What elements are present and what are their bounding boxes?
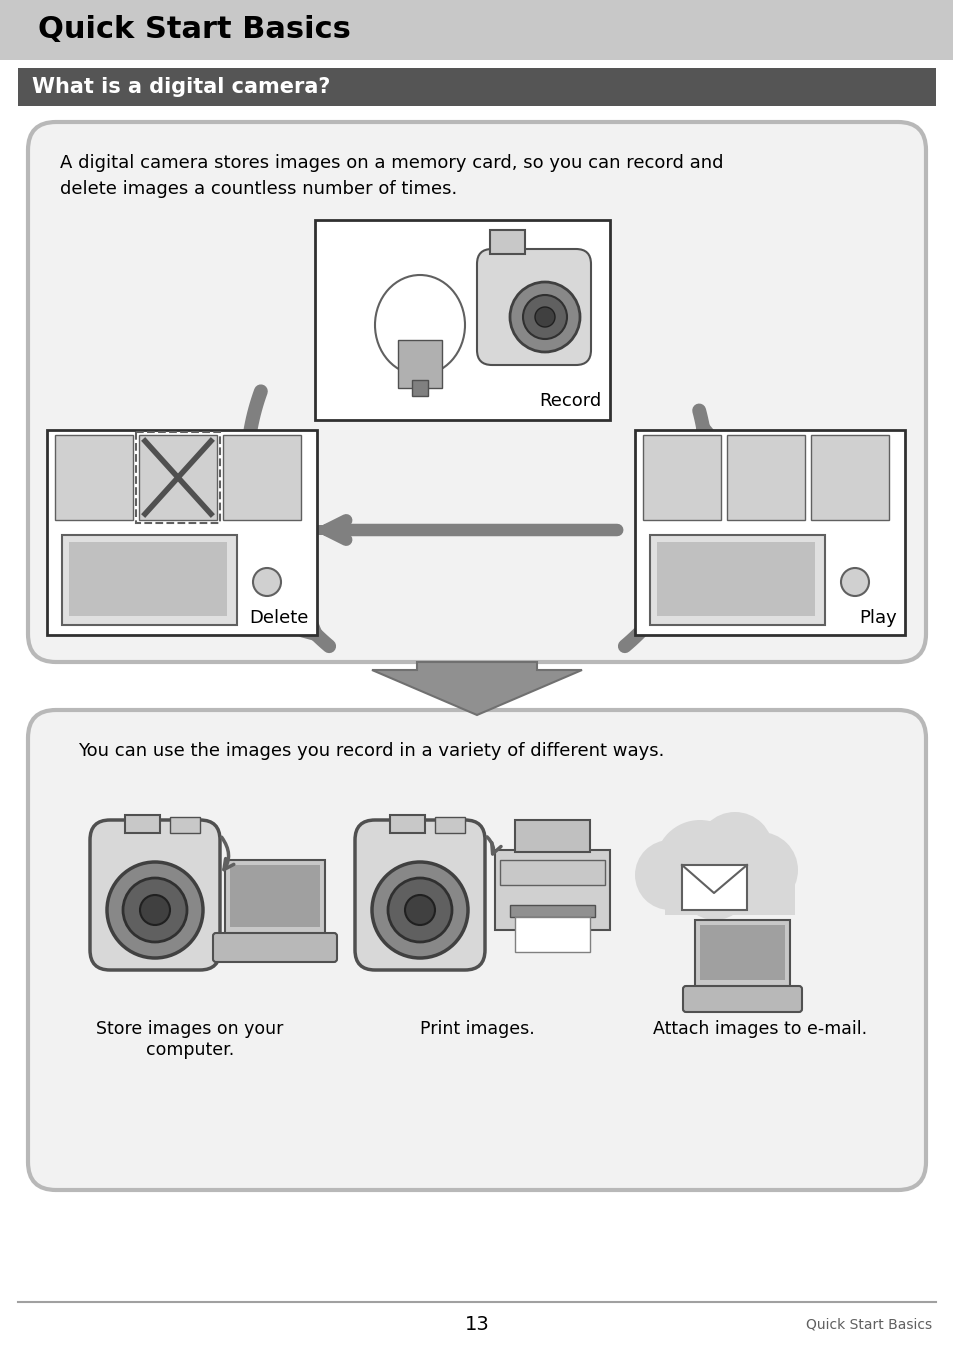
Circle shape [510,282,579,351]
Circle shape [841,569,868,596]
Bar [62,535,236,626]
Bar [664,870,794,915]
Bar [681,864,746,911]
Text: You can use the images you record in a variety of different ways.: You can use the images you record in a v… [78,742,663,760]
Text: Quick Start Basics: Quick Start Basics [805,1318,931,1331]
Bar [700,925,784,980]
Bar [310,525,619,535]
Text: Record: Record [539,392,601,410]
Circle shape [405,896,435,925]
Bar [397,341,441,388]
Bar [499,860,604,885]
Circle shape [535,307,555,327]
Bar [515,820,589,852]
Circle shape [372,862,468,958]
Circle shape [107,862,203,958]
Circle shape [655,820,744,911]
Text: Store images on your
computer.: Store images on your computer. [96,1020,283,1058]
Bar [230,864,319,927]
Bar [695,920,789,988]
Text: Quick Start Basics: Quick Start Basics [38,15,351,45]
Bar [139,436,216,520]
Bar [412,380,428,396]
FancyBboxPatch shape [213,934,336,962]
Circle shape [253,569,281,596]
FancyBboxPatch shape [28,710,925,1190]
Bar [490,229,524,254]
Bar [55,436,132,520]
Bar [314,220,609,421]
Text: Print images.: Print images. [419,1020,534,1038]
Text: Play: Play [859,609,896,627]
FancyBboxPatch shape [28,122,925,662]
Bar [125,816,160,833]
Bar [18,68,935,106]
Bar [515,917,589,953]
Text: Delete: Delete [250,609,309,627]
Text: What is a digital camera?: What is a digital camera? [32,77,330,96]
Bar [225,860,325,935]
Text: Attach images to e-mail.: Attach images to e-mail. [652,1020,866,1038]
FancyBboxPatch shape [90,820,220,970]
Bar [170,817,200,833]
Bar [223,436,301,520]
Bar [69,541,227,616]
Bar [642,436,720,520]
Text: A digital camera stores images on a memory card, so you can record and
delete im: A digital camera stores images on a memo… [60,153,722,198]
Bar [726,436,804,520]
Bar [657,541,814,616]
Bar [136,432,220,522]
Bar [810,436,888,520]
Circle shape [140,896,170,925]
Polygon shape [372,662,581,715]
FancyBboxPatch shape [355,820,484,970]
Text: 13: 13 [464,1315,489,1334]
FancyBboxPatch shape [476,248,590,365]
Bar [495,849,609,930]
Circle shape [679,849,749,920]
Bar [435,817,464,833]
Circle shape [697,811,772,887]
Bar [390,816,424,833]
Circle shape [635,840,704,911]
Circle shape [522,294,566,339]
Bar [47,430,316,635]
Circle shape [721,832,797,908]
Bar [0,0,953,60]
Bar [635,430,904,635]
Bar [649,535,824,626]
Circle shape [388,878,452,942]
Bar [510,905,595,917]
Circle shape [123,878,187,942]
FancyBboxPatch shape [682,987,801,1012]
Ellipse shape [375,275,464,375]
